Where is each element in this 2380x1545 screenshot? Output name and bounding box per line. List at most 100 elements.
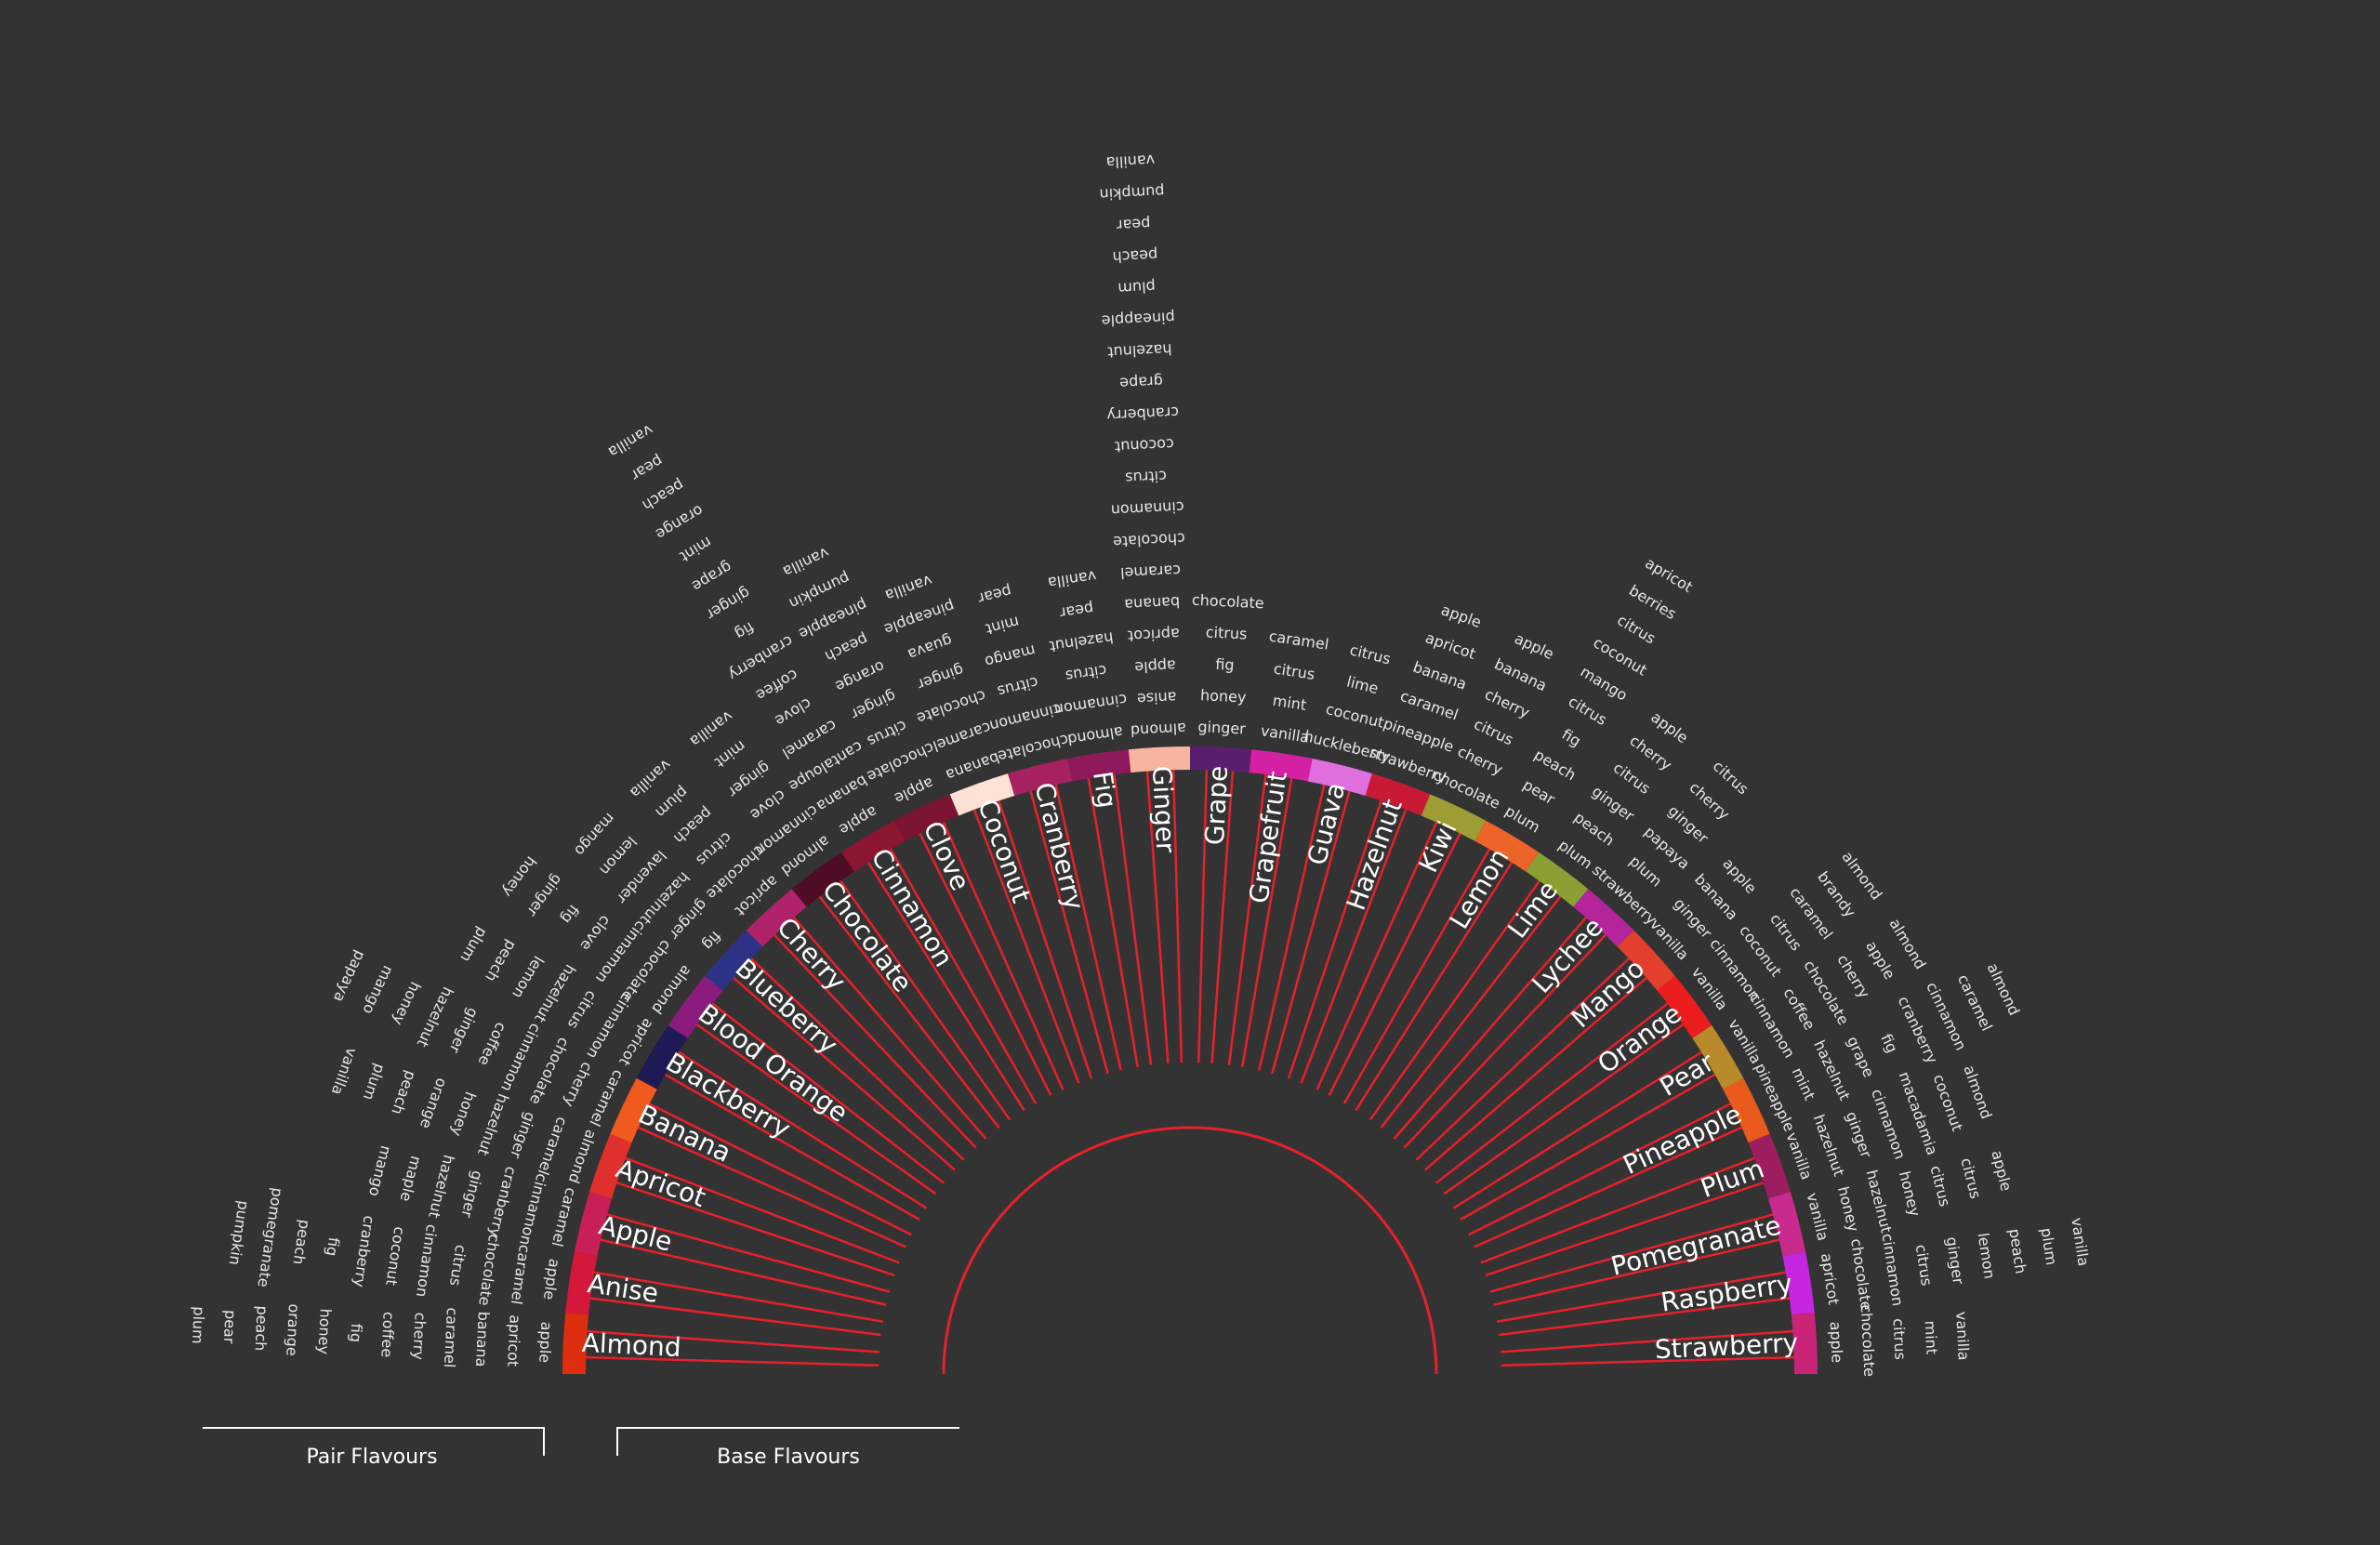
ring-segment-blood-orange <box>668 975 723 1038</box>
pair-label: coffee <box>475 1020 510 1069</box>
pair-label: citrus <box>446 1244 469 1288</box>
ring-segment-raspberry <box>1782 1251 1815 1315</box>
pair-label: pomegranate <box>255 1186 287 1288</box>
spoke <box>1355 857 1515 1112</box>
spoke <box>707 999 945 1184</box>
pair-label: citrus <box>1273 660 1316 683</box>
pair-label: citrus <box>1610 759 1654 798</box>
spoke <box>789 913 987 1140</box>
pair-label: mint <box>711 737 749 772</box>
spoke <box>815 891 1000 1129</box>
pair-label: almond <box>1984 960 2024 1018</box>
pair-label: plum <box>652 783 692 821</box>
pair-label: hazelnut <box>1049 628 1115 655</box>
pair-label: papaya <box>330 948 369 1006</box>
pair-label: vanilla <box>687 707 737 751</box>
pair-label: lime <box>1345 673 1381 698</box>
pair-label: mint <box>984 613 1021 638</box>
pair-label: hazelnut <box>1862 1168 1895 1235</box>
pair-label: cranberry <box>350 1214 378 1288</box>
pair-label: vanilla <box>883 572 935 605</box>
ring-segment-cinnamon <box>840 820 906 872</box>
ring-segment-apple <box>574 1192 612 1257</box>
pair-label: apple <box>1439 601 1484 631</box>
pair-label: hazelnut <box>1810 1112 1848 1179</box>
pair-label: plum <box>1555 836 1596 872</box>
spoke <box>887 844 1038 1104</box>
pair-label: caramel <box>1120 561 1182 582</box>
pair-label: peach <box>1571 809 1618 850</box>
pair-label: citrus <box>1766 910 1805 954</box>
pair-label: pumpkin <box>1099 182 1165 203</box>
ring-segment-orange <box>1657 975 1712 1038</box>
ring-segment-apricot <box>589 1133 632 1199</box>
pair-label: chocolate <box>1847 1237 1875 1312</box>
ring-segment-chocolate <box>791 852 854 907</box>
inner-arc <box>942 1126 1438 1375</box>
pair-label: grape <box>1119 373 1163 392</box>
pair-label: clove <box>747 786 788 824</box>
pair-label: peach <box>289 1219 313 1266</box>
pair-label: caramel <box>549 1186 580 1249</box>
spoke <box>1468 1101 1736 1236</box>
pair-label: ginger <box>703 584 753 624</box>
pair-label: apple <box>540 1258 563 1301</box>
pair-label: caramel <box>535 1115 572 1177</box>
pair-label: vanilla <box>328 1046 362 1098</box>
base-label: Raspberry <box>1659 1268 1794 1318</box>
pair-label: fig <box>323 1236 343 1258</box>
pair-label: orange <box>283 1303 303 1356</box>
spoke <box>1415 954 1633 1161</box>
pair-label: plum <box>1117 278 1156 297</box>
pair-label: cinnamon <box>1053 691 1129 719</box>
pair-label: caramel <box>508 1244 534 1306</box>
pair-label: caramel <box>1268 627 1330 653</box>
spokes <box>581 765 1799 1367</box>
pair-label: apricot <box>1818 1252 1843 1306</box>
ring-segment-grapefruit <box>1249 749 1313 782</box>
base-label: Cranberry <box>1028 779 1090 913</box>
pair-label: lemon <box>509 953 548 1001</box>
pair-label: citrus <box>1614 611 1659 647</box>
inner-semicircle <box>942 1126 1438 1375</box>
pair-label: almond <box>1066 723 1124 749</box>
pair-label: caramel <box>441 1307 461 1368</box>
pair-label: mint <box>1789 1064 1819 1103</box>
pair-label: ginger <box>445 1005 482 1056</box>
spoke <box>644 1101 912 1236</box>
spoke <box>602 1211 891 1293</box>
pair-label: apple <box>1719 854 1760 897</box>
pair-label: fig <box>558 902 583 928</box>
spoke <box>1501 1329 1798 1354</box>
base-label: Hazelnut <box>1341 795 1408 914</box>
pair-label: apple <box>1134 656 1176 676</box>
ring-segment-pear <box>1692 1024 1744 1089</box>
pair-label: mango <box>359 963 397 1017</box>
pair-label: plum <box>1626 852 1666 891</box>
pair-label: chocolate <box>1858 1304 1879 1378</box>
pair-label: fig <box>732 618 757 643</box>
pair-label: pear <box>1116 215 1151 234</box>
pair-label: grape <box>1844 1034 1878 1080</box>
spoke <box>582 1329 879 1354</box>
pair-label: vanilla <box>2068 1217 2093 1268</box>
spoke <box>1460 1071 1720 1221</box>
spoke <box>729 973 956 1171</box>
pair-legend-bracket <box>203 1427 545 1456</box>
base-legend-label: Base Flavours <box>717 1446 860 1469</box>
spoke <box>1145 766 1170 1063</box>
pair-label: citrus <box>1125 468 1167 487</box>
pair-label: honey <box>447 1089 480 1139</box>
spoke <box>612 1180 895 1277</box>
spoke <box>1053 780 1122 1071</box>
spoke <box>1485 1180 1768 1277</box>
ring-segment-blueberry <box>705 930 763 991</box>
spoke <box>1424 973 1651 1171</box>
pair-label: honey <box>1200 686 1247 706</box>
pair-label: clove <box>576 912 614 954</box>
ring-segment-almond <box>562 1312 589 1374</box>
pair-label: almond <box>1960 1063 1995 1121</box>
pair-label: anise <box>1137 688 1177 707</box>
spoke <box>620 1155 900 1264</box>
base-label: Almond <box>581 1327 681 1363</box>
